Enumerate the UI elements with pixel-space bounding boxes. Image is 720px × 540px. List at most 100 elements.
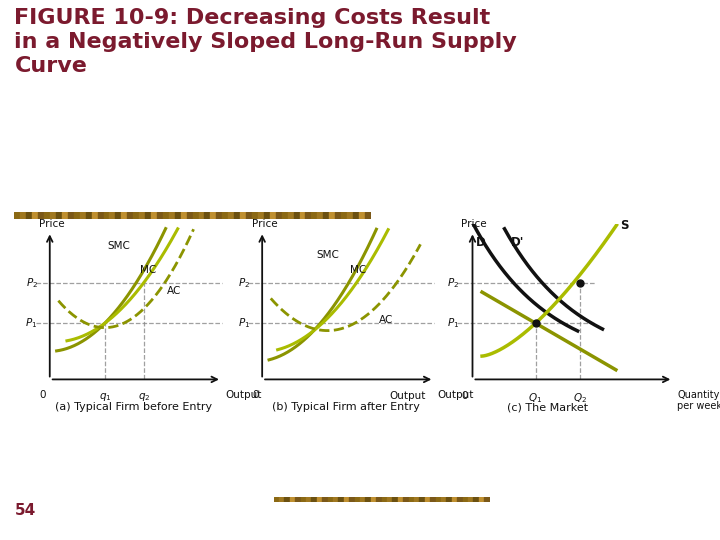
Bar [446, 497, 452, 502]
Bar [329, 212, 335, 219]
Bar [397, 497, 403, 502]
Bar [252, 212, 258, 219]
Bar [323, 497, 328, 502]
Bar [288, 212, 294, 219]
Text: Output: Output [438, 390, 474, 400]
Text: Output: Output [225, 390, 261, 400]
Bar [62, 212, 68, 219]
Bar [282, 212, 288, 219]
Bar [80, 212, 86, 219]
Bar [217, 212, 222, 219]
Bar [387, 497, 392, 502]
Bar [365, 497, 371, 502]
Text: AC: AC [379, 315, 393, 325]
Bar [365, 212, 371, 219]
Bar [305, 212, 311, 219]
Bar [289, 497, 295, 502]
Bar [318, 212, 323, 219]
Bar [151, 212, 157, 219]
Bar [38, 212, 44, 219]
Text: D: D [477, 236, 486, 249]
Bar [14, 212, 20, 219]
Bar [44, 212, 50, 219]
Bar [468, 497, 474, 502]
Bar [193, 212, 199, 219]
Bar [295, 497, 301, 502]
Text: $Q_1$: $Q_1$ [528, 392, 543, 405]
Text: MC: MC [351, 265, 366, 275]
Bar [50, 212, 56, 219]
Bar [264, 212, 270, 219]
Bar [186, 212, 193, 219]
Bar [431, 497, 436, 502]
Bar [301, 497, 306, 502]
Text: (b) Typical Firm after Entry: (b) Typical Firm after Entry [271, 402, 420, 413]
Bar [169, 212, 175, 219]
Text: Quantity
per week: Quantity per week [677, 390, 720, 411]
Bar [336, 212, 341, 219]
Bar [317, 497, 323, 502]
Bar [274, 497, 279, 502]
Bar [139, 212, 145, 219]
Text: $P_2$: $P_2$ [447, 276, 459, 290]
Bar [246, 212, 252, 219]
Text: SMC: SMC [316, 250, 339, 260]
Text: $P_1$: $P_1$ [238, 316, 250, 330]
Text: Price: Price [40, 219, 65, 228]
Text: 54: 54 [14, 503, 36, 518]
Bar [86, 212, 91, 219]
Bar [270, 212, 276, 219]
Bar [312, 212, 318, 219]
Text: $P_2$: $P_2$ [238, 276, 250, 290]
Bar [175, 212, 181, 219]
Bar [353, 212, 359, 219]
Bar [91, 212, 98, 219]
Text: FIGURE 10-9: Decreasing Costs Result
in a Negatively Sloped Long-Run Supply
Curv: FIGURE 10-9: Decreasing Costs Result in … [14, 8, 517, 76]
Bar [300, 212, 305, 219]
Bar [133, 212, 139, 219]
Bar [359, 212, 365, 219]
Bar [419, 497, 425, 502]
Bar [98, 212, 104, 219]
Bar [127, 212, 133, 219]
Bar [403, 497, 409, 502]
Text: Price: Price [461, 219, 487, 228]
Bar [234, 212, 240, 219]
Bar [347, 212, 353, 219]
Bar [360, 497, 365, 502]
Bar [228, 212, 234, 219]
Bar [210, 212, 217, 219]
Bar [276, 212, 282, 219]
Text: 0: 0 [252, 390, 258, 400]
Bar [376, 497, 382, 502]
Bar [32, 212, 38, 219]
Text: D': D' [510, 236, 524, 249]
Text: 0: 0 [462, 392, 468, 401]
Bar [349, 497, 354, 502]
Text: $q_2$: $q_2$ [138, 392, 150, 403]
Text: $P_2$: $P_2$ [26, 276, 37, 290]
Bar [74, 212, 80, 219]
Bar [294, 212, 300, 219]
Bar [484, 497, 490, 502]
Bar [344, 497, 349, 502]
Bar [115, 212, 121, 219]
Bar [312, 497, 317, 502]
Text: SMC: SMC [107, 241, 130, 251]
Bar [341, 212, 347, 219]
Bar [204, 212, 210, 219]
Text: $P_1$: $P_1$ [447, 316, 459, 330]
Bar [452, 497, 457, 502]
Text: Price: Price [252, 219, 277, 228]
Text: S: S [621, 219, 629, 232]
Bar [27, 212, 32, 219]
Bar [462, 497, 468, 502]
Text: (c) The Market: (c) The Market [507, 402, 588, 413]
Bar [355, 497, 360, 502]
Bar [436, 497, 441, 502]
Text: (a) Typical Firm before Entry: (a) Typical Firm before Entry [55, 402, 212, 413]
Bar [284, 497, 289, 502]
Bar [157, 212, 163, 219]
Bar [240, 212, 246, 219]
Bar [409, 497, 414, 502]
